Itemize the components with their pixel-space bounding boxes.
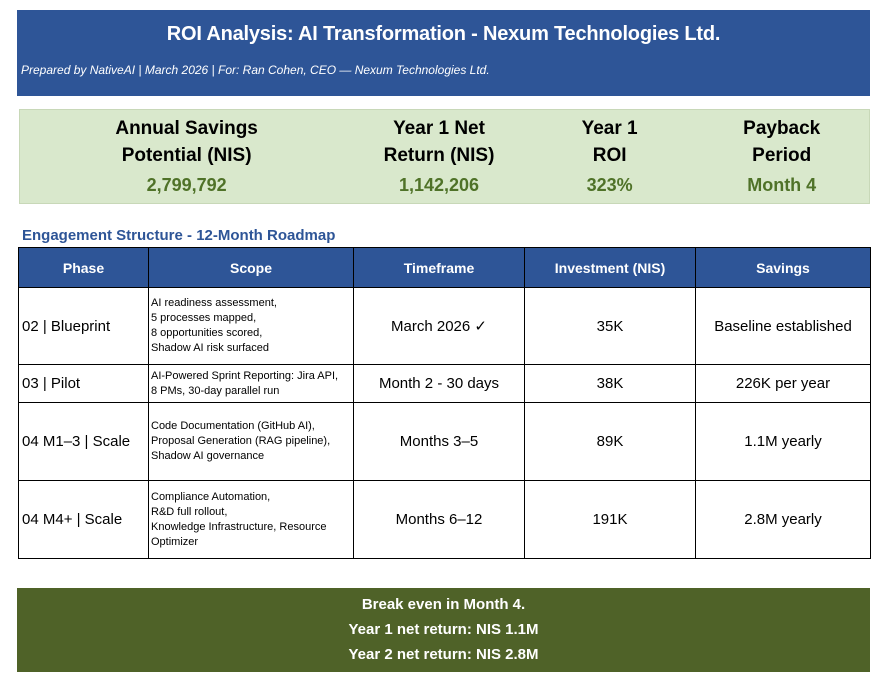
investment-cell: 35K [524, 287, 696, 365]
section-title: Engagement Structure - 12-Month Roadmap [22, 227, 336, 244]
kpi-value: 2,799,792 [146, 175, 227, 195]
roadmap-table: Phase Scope Timeframe Investment (NIS) S… [18, 247, 871, 559]
scope-cell: AI readiness assessment, 5 processes map… [148, 287, 354, 365]
report-header: ROI Analysis: AI Transformation - Nexum … [17, 10, 870, 96]
kpi-annual-savings: Annual Savings Potential (NIS) 2,799,792 [20, 110, 353, 203]
phase-cell: 03 | Pilot [18, 364, 149, 403]
scope-cell: AI-Powered Sprint Reporting: Jira API, 8… [148, 364, 354, 403]
timeframe-cell: Months 3–5 [353, 402, 525, 481]
savings-cell: 226K per year [695, 364, 871, 403]
column-header-scope: Scope [148, 247, 354, 288]
investment-cell: 38K [524, 364, 696, 403]
table-row: 03 | Pilot AI-Powered Sprint Reporting: … [18, 364, 871, 403]
phase-cell: 04 M1–3 | Scale [18, 402, 149, 481]
column-header-investment: Investment (NIS) [524, 247, 696, 288]
kpi-summary: Annual Savings Potential (NIS) 2,799,792… [19, 109, 870, 204]
kpi-label: Year 1 Net Return (NIS) [383, 118, 495, 166]
savings-cell: Baseline established [695, 287, 871, 365]
column-header-savings: Savings [695, 247, 871, 288]
timeframe-cell: Month 2 - 30 days [353, 364, 525, 403]
phase-cell: 02 | Blueprint [18, 287, 149, 365]
table-row: 04 M4+ | Scale Compliance Automation, R&… [18, 480, 871, 559]
phase-cell: 04 M4+ | Scale [18, 480, 149, 559]
scope-cell: Code Documentation (GitHub AI), Proposal… [148, 402, 354, 481]
table-header-row: Phase Scope Timeframe Investment (NIS) S… [18, 247, 871, 288]
savings-cell: 2.8M yearly [695, 480, 871, 559]
kpi-year1-roi: Year 1 ROI 323% [525, 110, 695, 203]
kpi-year1-net-return: Year 1 Net Return (NIS) 1,142,206 [353, 110, 525, 203]
kpi-label: Year 1 ROI [581, 118, 638, 166]
table-row: 02 | Blueprint AI readiness assessment, … [18, 287, 871, 365]
year2-return-text: Year 2 net return: NIS 2.8M [348, 646, 539, 663]
scope-cell: Compliance Automation, R&D full rollout,… [148, 480, 354, 559]
kpi-value: 323% [586, 175, 633, 195]
kpi-payback-period: Payback Period Month 4 [694, 110, 869, 203]
timeframe-cell: March 2026 ✓ [353, 287, 525, 365]
kpi-value: 1,142,206 [398, 175, 480, 195]
savings-cell: 1.1M yearly [695, 402, 871, 481]
investment-cell: 89K [524, 402, 696, 481]
timeframe-cell: Months 6–12 [353, 480, 525, 559]
column-header-timeframe: Timeframe [353, 247, 525, 288]
year1-return-text: Year 1 net return: NIS 1.1M [348, 621, 539, 638]
kpi-label: Annual Savings Potential (NIS) [115, 118, 258, 166]
kpi-label: Payback Period [743, 118, 821, 166]
summary-banner: Break even in Month 4. Year 1 net return… [17, 588, 870, 672]
report-title: ROI Analysis: AI Transformation - Nexum … [166, 23, 721, 45]
kpi-value: Month 4 [747, 175, 817, 195]
investment-cell: 191K [524, 480, 696, 559]
column-header-phase: Phase [18, 247, 149, 288]
report-subtitle: Prepared by NativeAI | March 2026 | For:… [21, 63, 490, 77]
table-row: 04 M1–3 | Scale Code Documentation (GitH… [18, 402, 871, 481]
break-even-text: Break even in Month 4. [361, 596, 526, 613]
